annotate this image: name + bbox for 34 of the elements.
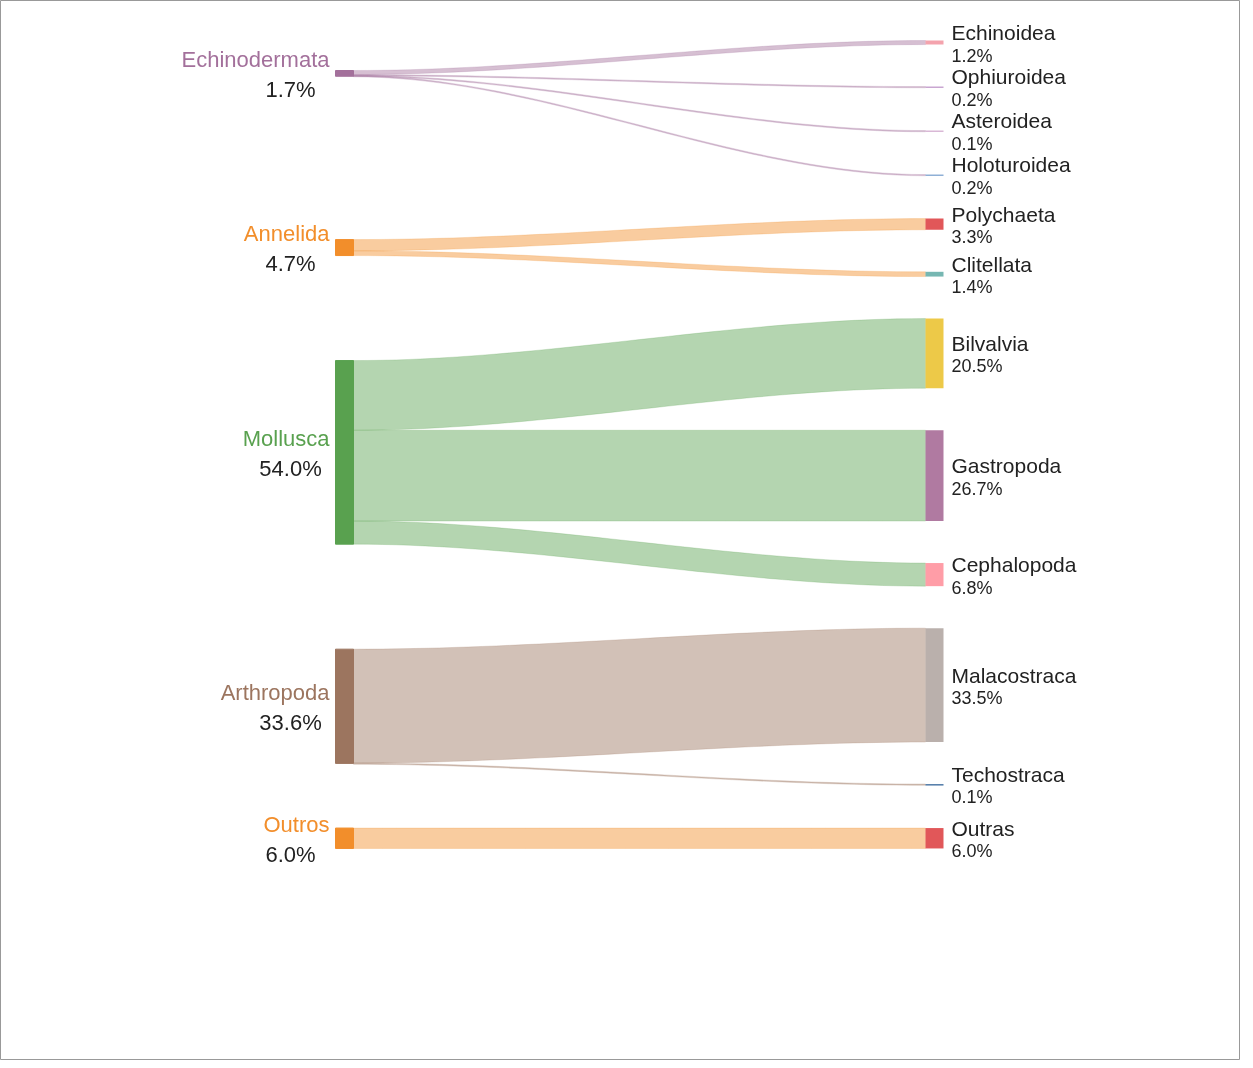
data-label: 1.2% bbox=[951, 45, 993, 66]
category-label: Asteroidea bbox=[951, 109, 1053, 133]
category-label: Echinoidea bbox=[951, 21, 1056, 45]
data-label: 20.5% bbox=[951, 356, 1003, 377]
text: 1.7% bbox=[265, 76, 316, 102]
category-label: Clitellata bbox=[951, 252, 1033, 276]
category-label: Bilvalvia bbox=[951, 331, 1029, 355]
text: 54.0% bbox=[259, 455, 322, 481]
data-label: 33.5% bbox=[951, 688, 1003, 709]
legend-label: Mollusca bbox=[242, 425, 331, 451]
legend-label: Outros bbox=[263, 811, 330, 837]
data-label: 6.8% bbox=[951, 577, 993, 598]
category-label: Ophiuroidea bbox=[951, 65, 1067, 89]
category-label: Malacostraca bbox=[951, 663, 1077, 687]
data-label: 1.4% bbox=[951, 277, 993, 298]
data-label: 6.0% bbox=[951, 841, 993, 862]
category-label: Gastropoda bbox=[951, 454, 1062, 478]
data-label: 0.2% bbox=[951, 89, 993, 110]
text: 33.6% bbox=[259, 709, 322, 735]
legend-label: Echinodermata bbox=[181, 46, 331, 72]
category-label: Holoturoidea bbox=[951, 153, 1071, 177]
category-label: Cephalopoda bbox=[951, 553, 1077, 577]
category-label: Techostraca bbox=[951, 762, 1066, 786]
data-label: 0.1% bbox=[951, 133, 993, 154]
category-label: Outras bbox=[951, 816, 1015, 840]
legend-label: Arthropoda bbox=[220, 679, 331, 705]
category-label: Polychaeta bbox=[951, 202, 1056, 226]
data-label: 0.1% bbox=[951, 787, 993, 808]
data-label: 0.2% bbox=[951, 177, 993, 198]
legend-label: Annelida bbox=[243, 221, 331, 247]
data-label: 26.7% bbox=[951, 478, 1003, 499]
data-label: 3.3% bbox=[951, 227, 993, 248]
text: 4.7% bbox=[265, 251, 316, 277]
text: 6.0% bbox=[265, 841, 316, 867]
